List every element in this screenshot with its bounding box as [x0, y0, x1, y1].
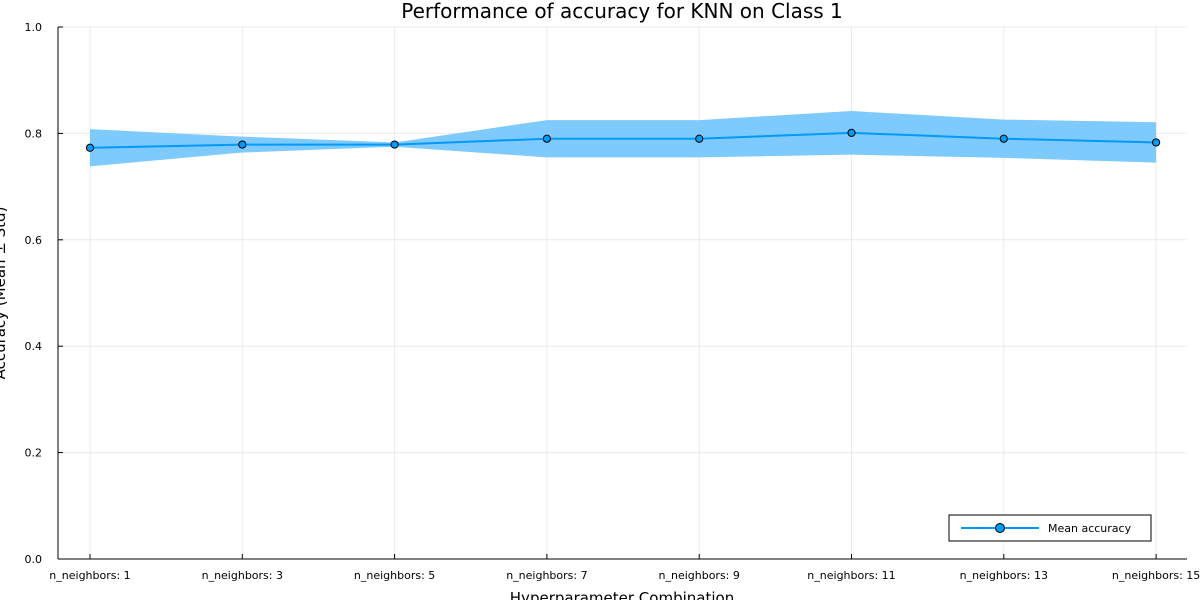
markers — [85, 128, 1161, 152]
x-tick-label: n_neighbors: 3 — [202, 569, 283, 582]
data-point — [85, 143, 95, 152]
x-tick-label: n_neighbors: 15 — [1112, 569, 1200, 582]
data-point — [542, 134, 552, 143]
x-tick-label: n_neighbors: 11 — [807, 569, 895, 582]
y-tick-label: 0.4 — [25, 340, 43, 353]
x-tick-label: n_neighbors: 9 — [659, 569, 740, 582]
y-ticks: 0.0 0.2 0.4 0.6 0.8 1.0 — [25, 21, 63, 566]
x-ticks: n_neighbors: 1 n_neighbors: 3 n_neighbors:… — [49, 554, 1200, 582]
x-tick-label: n_neighbors: 13 — [960, 569, 1048, 582]
data-point — [847, 128, 856, 137]
data-point — [1152, 138, 1161, 147]
y-tick-label: 0.8 — [25, 127, 43, 140]
data-point — [695, 134, 704, 143]
data-point — [390, 140, 399, 149]
grid — [58, 26, 1187, 560]
y-tick-label: 1.0 — [25, 21, 43, 34]
legend: Mean accuracy — [948, 514, 1152, 542]
legend-label: Mean accuracy — [1048, 522, 1132, 535]
x-tick-label: n_neighbors: 7 — [506, 569, 587, 582]
mean-line — [89, 131, 1157, 149]
x-tick-label: n_neighbors: 1 — [49, 569, 130, 582]
data-point — [999, 134, 1008, 143]
x-tick-label: n_neighbors: 5 — [354, 569, 435, 582]
y-axis-title: Accuracy (Mean ± Std) — [0, 207, 9, 380]
y-tick-label: 0.2 — [25, 447, 43, 460]
axes — [57, 27, 1187, 560]
y-tick-label: 0.6 — [25, 234, 43, 247]
data-point — [238, 140, 247, 149]
y-tick-label: 0.0 — [25, 553, 43, 566]
x-axis-title: Hyperparameter Combination — [510, 589, 734, 600]
chart-title: Performance of accuracy for KNN on Class… — [401, 0, 843, 23]
legend-marker — [995, 523, 1005, 533]
